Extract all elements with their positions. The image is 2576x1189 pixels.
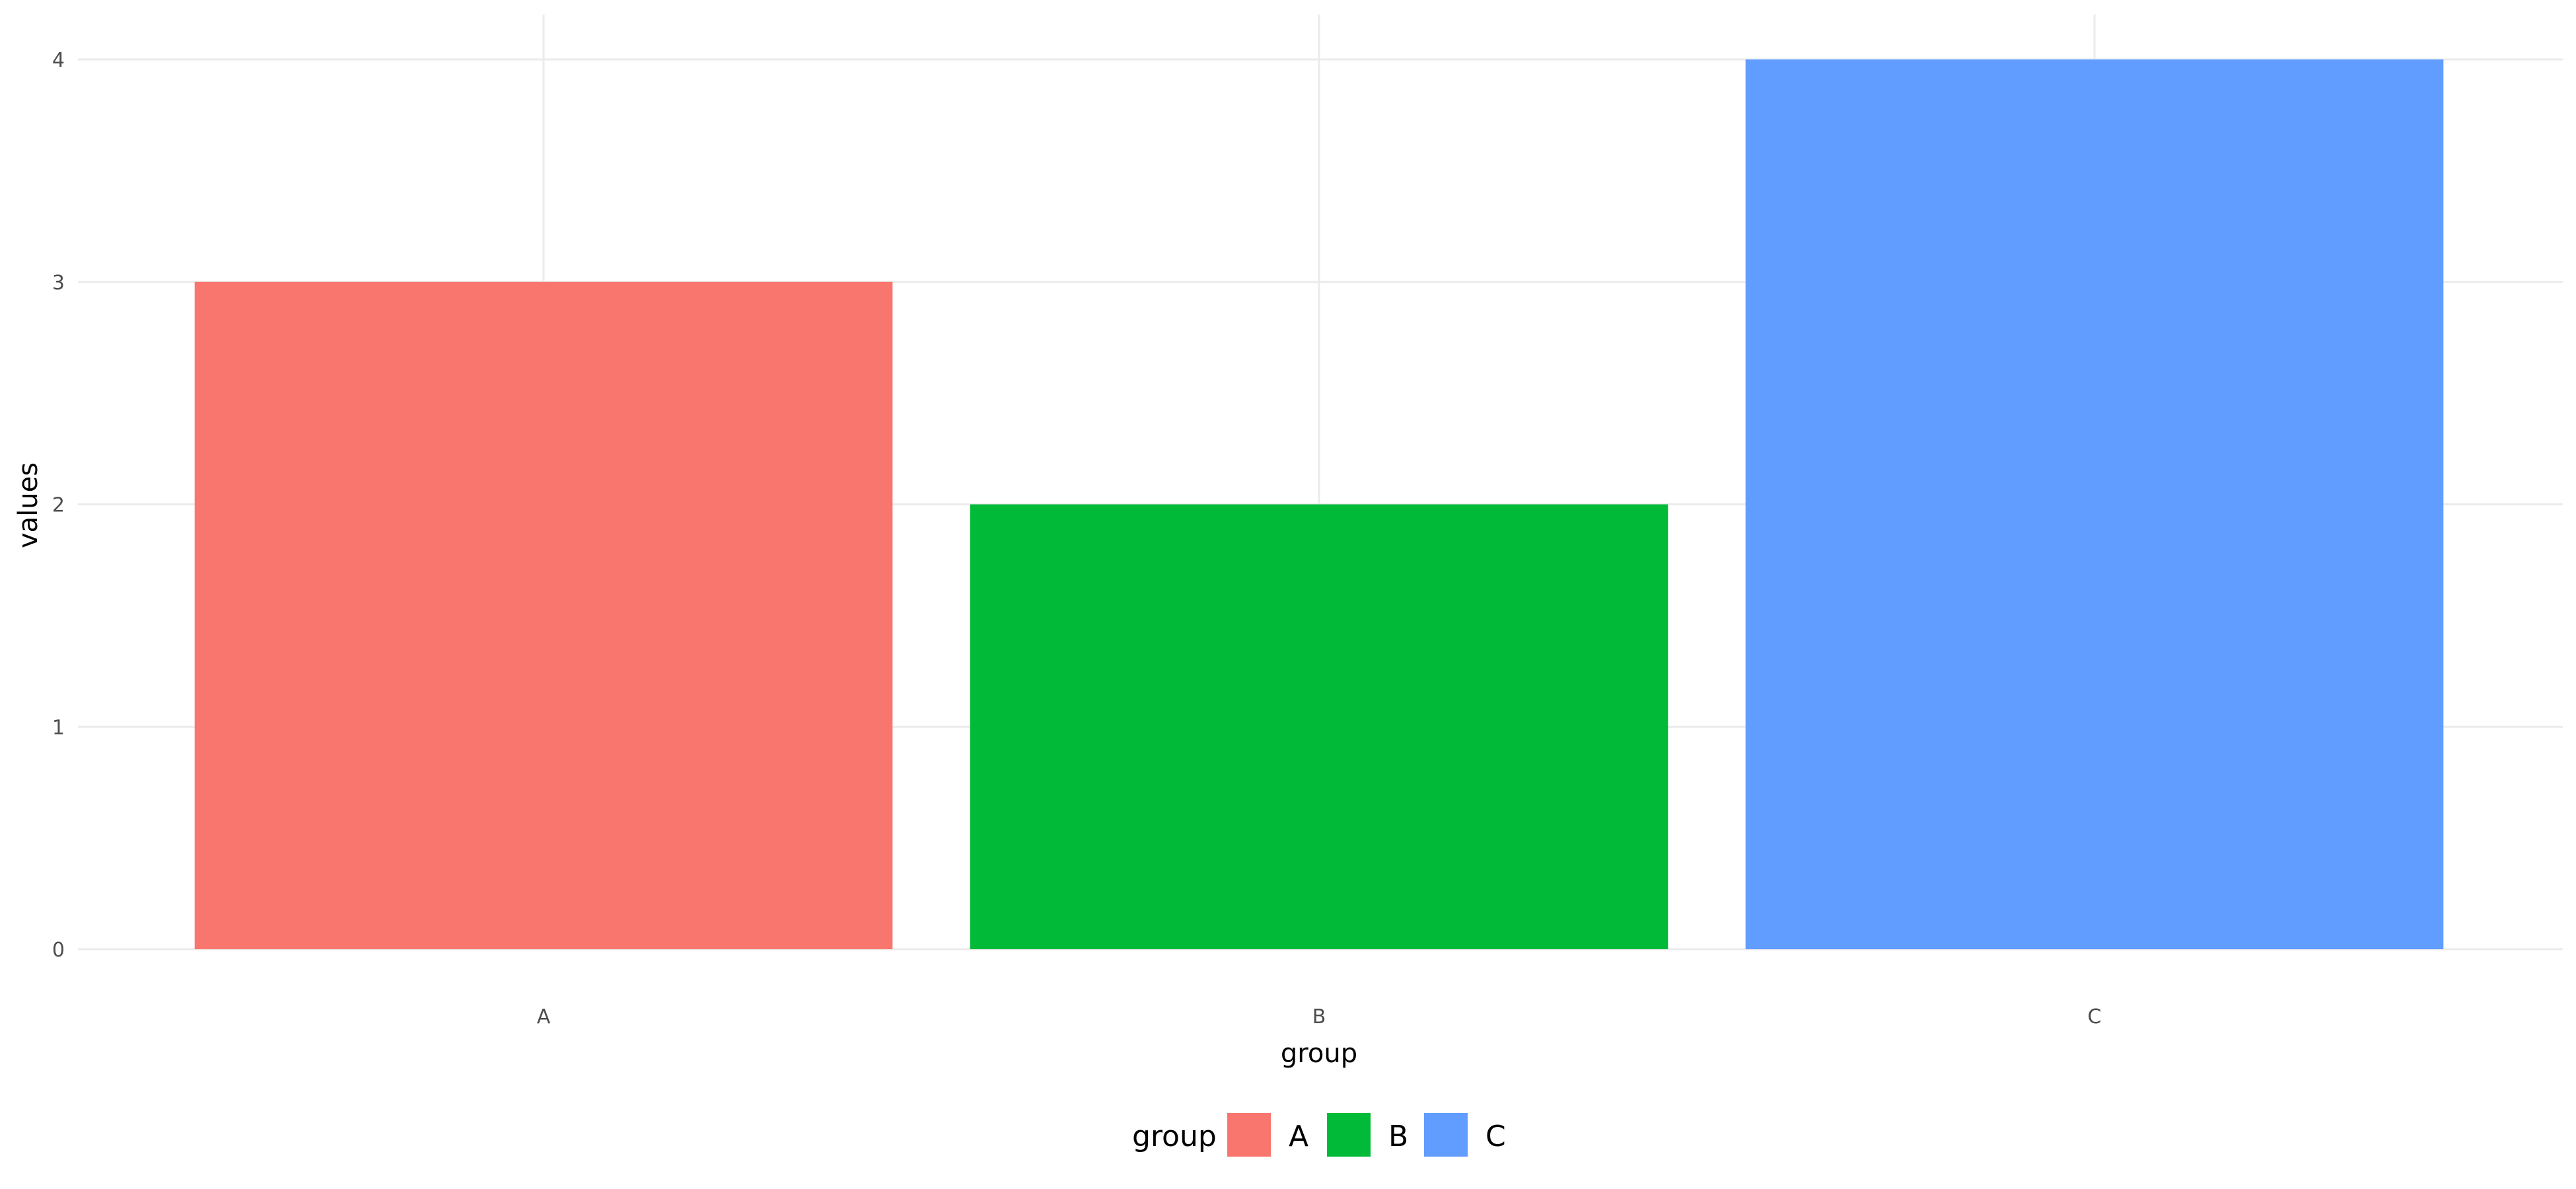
legend-swatch-b: [1327, 1113, 1371, 1157]
legend: group A B C: [1132, 1113, 1506, 1157]
y-tick-label: 2: [52, 494, 65, 517]
bar-b: [970, 504, 1668, 949]
legend-swatch-c: [1424, 1113, 1468, 1157]
y-tick-label: 1: [52, 716, 65, 739]
y-tick-label: 4: [52, 49, 65, 72]
legend-label-a: A: [1289, 1120, 1308, 1153]
x-tick-label: C: [2088, 1005, 2102, 1028]
legend-label-b: B: [1388, 1120, 1408, 1153]
y-axis-title: values: [13, 462, 44, 548]
y-tick-label: 0: [52, 939, 65, 962]
bar-a: [194, 281, 893, 949]
x-axis-title: group: [1281, 1038, 1357, 1069]
x-axis-ticks: A B C: [537, 1005, 2102, 1028]
legend-entries: A B C: [1227, 1113, 1506, 1157]
x-tick-label: B: [1312, 1005, 1326, 1028]
legend-title: group: [1132, 1120, 1217, 1153]
x-tick-label: A: [537, 1005, 551, 1028]
bar-layer: [194, 59, 2444, 949]
y-tick-label: 3: [52, 271, 65, 295]
y-axis-ticks: 0 1 2 3 4: [52, 49, 65, 962]
bar-c: [1745, 59, 2444, 949]
legend-swatch-a: [1227, 1113, 1271, 1157]
legend-label-c: C: [1485, 1120, 1506, 1153]
